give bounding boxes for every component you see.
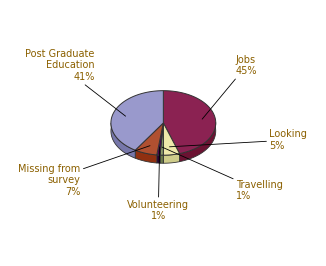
Polygon shape [180,123,216,162]
Polygon shape [157,123,163,155]
Polygon shape [163,123,180,155]
Polygon shape [135,123,163,155]
Polygon shape [111,123,135,158]
Polygon shape [163,91,216,153]
Polygon shape [135,150,157,163]
Polygon shape [160,155,163,163]
Polygon shape [160,123,163,155]
Text: Looking
5%: Looking 5% [170,129,307,151]
Text: Volunteering
1%: Volunteering 1% [127,147,189,221]
Polygon shape [157,155,160,163]
Text: Missing from
survey
7%: Missing from survey 7% [19,146,150,197]
Polygon shape [111,91,163,150]
Text: Travelling
1%: Travelling 1% [162,147,283,201]
Text: Jobs
45%: Jobs 45% [202,55,258,119]
Polygon shape [163,153,180,163]
Text: Post Graduate
Education
41%: Post Graduate Education 41% [25,49,126,116]
